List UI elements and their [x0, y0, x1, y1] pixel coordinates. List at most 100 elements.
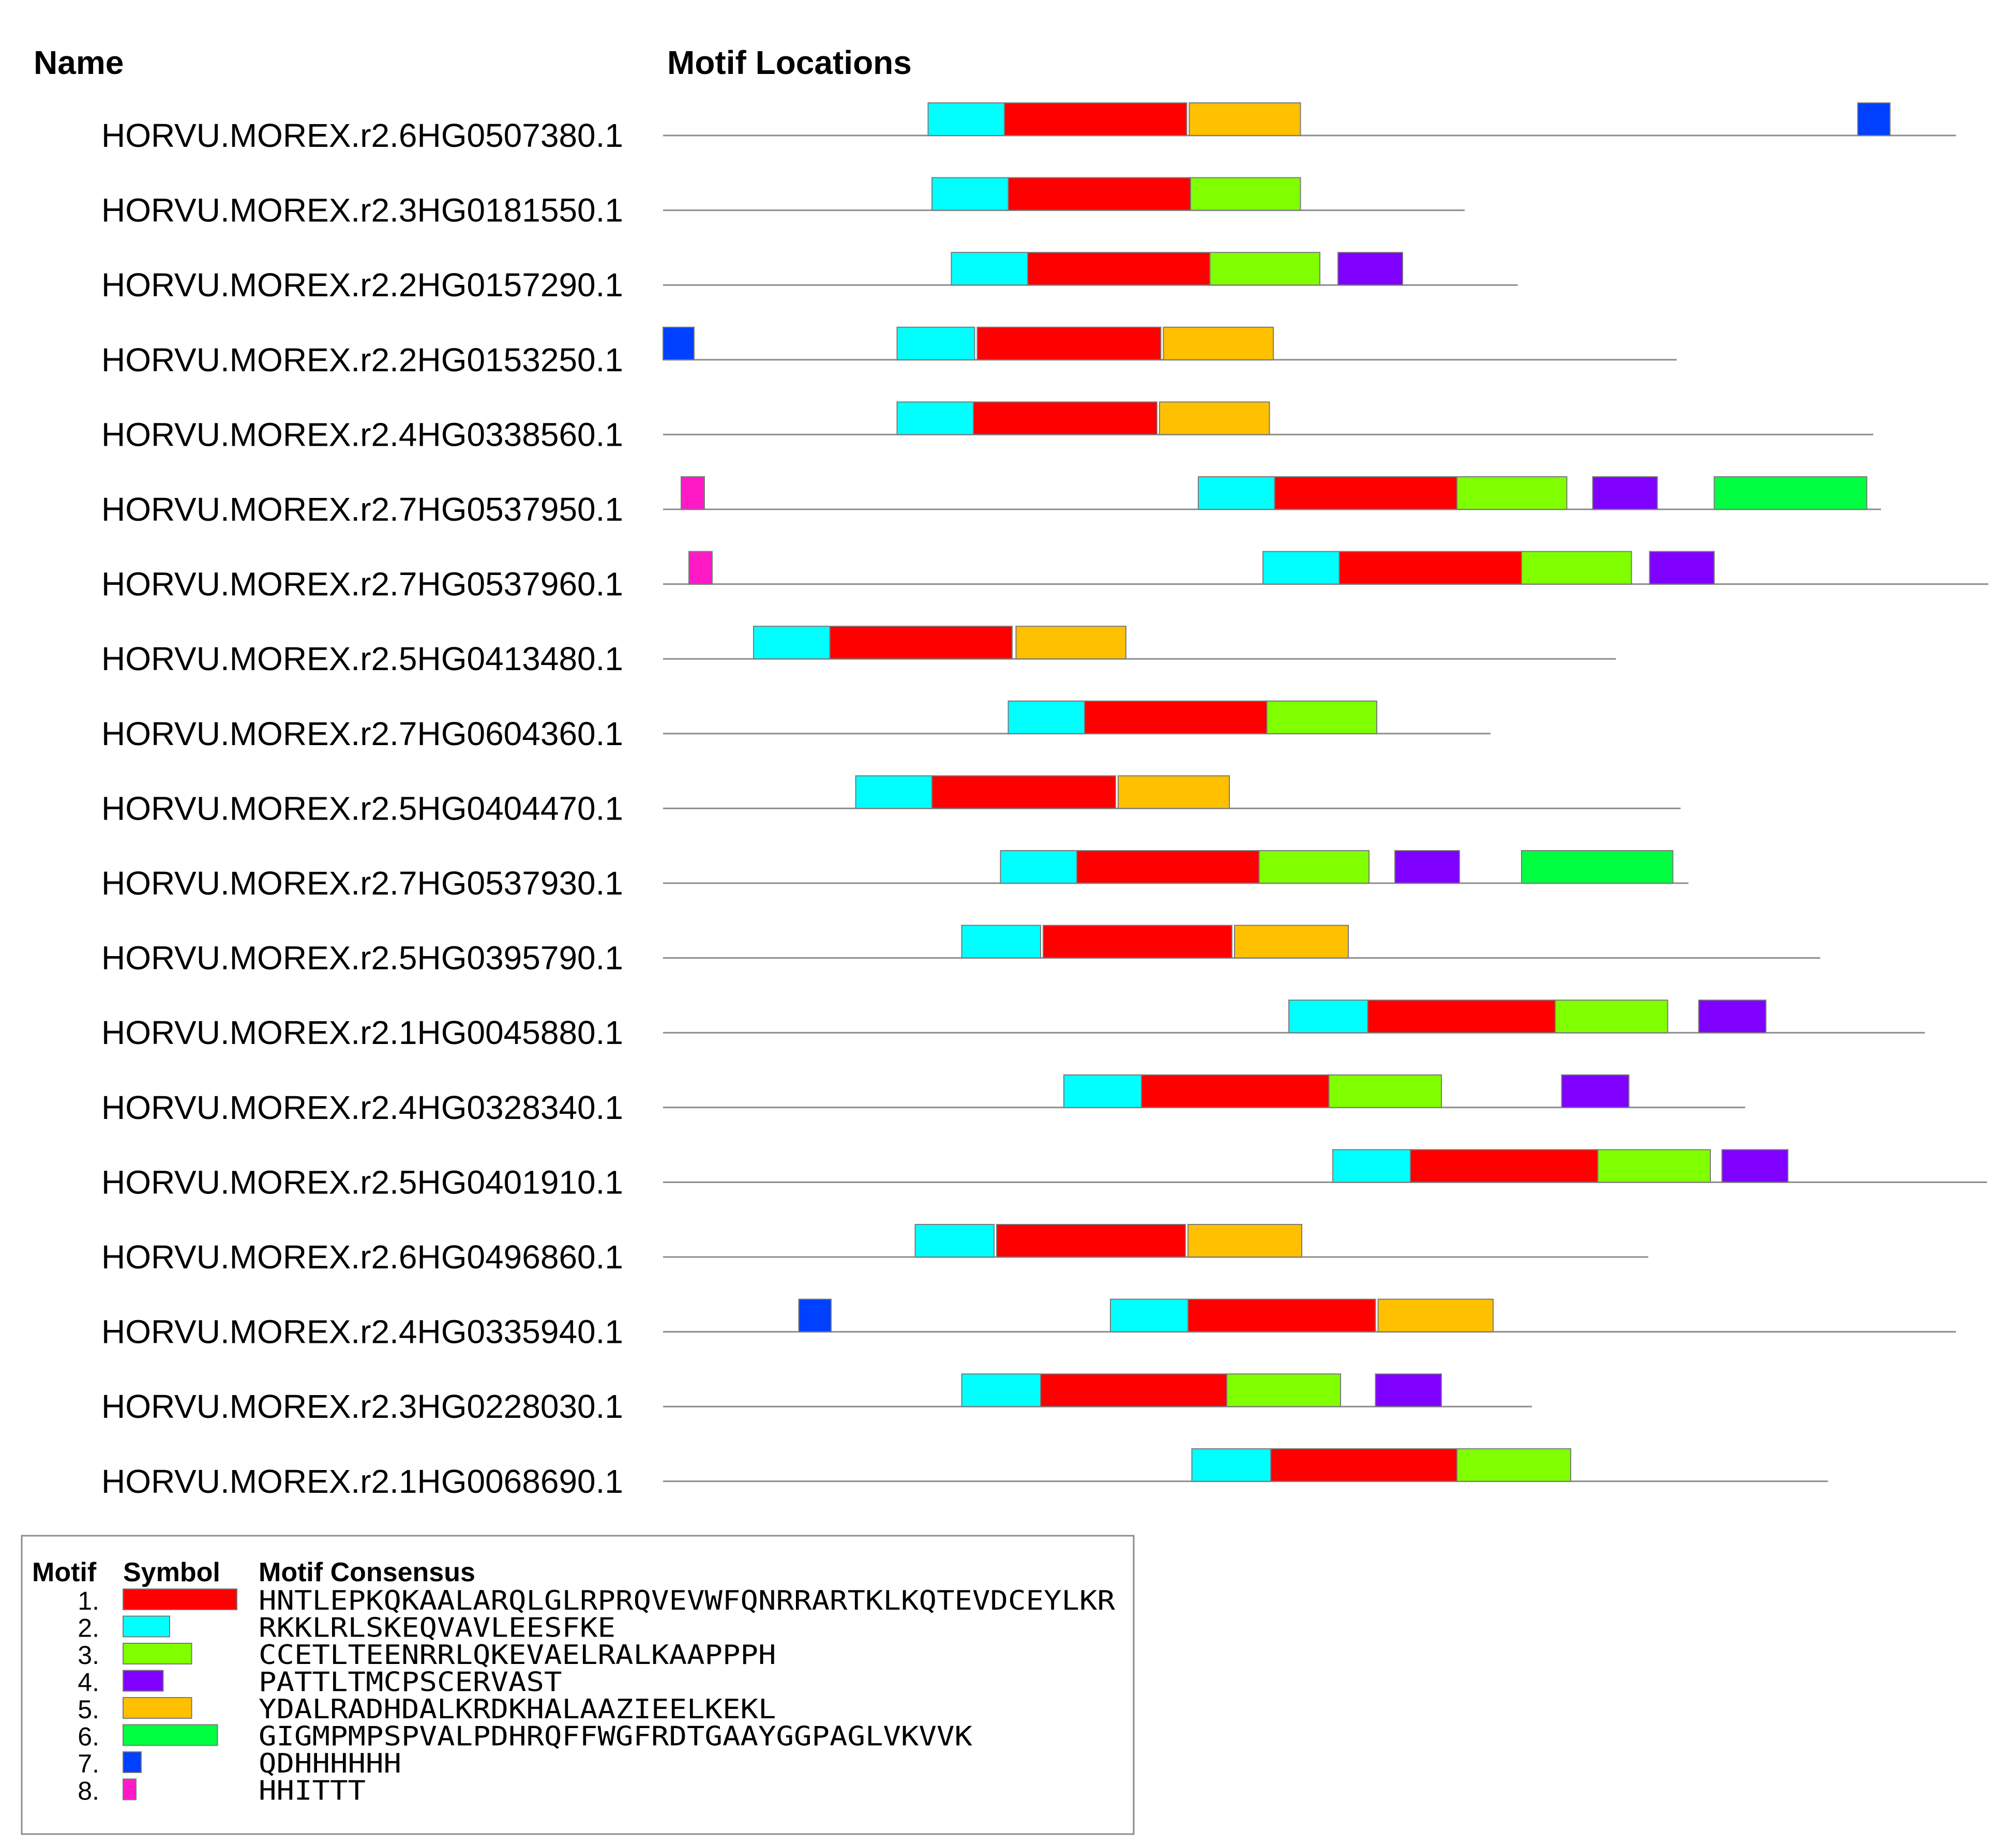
- sequence-name: HORVU.MOREX.r2.5HG0401910.1: [101, 1163, 623, 1201]
- motif-2-box: [951, 252, 1028, 286]
- legend-row: 3. CCETLTEENRRLQKEVAELRALKAAPPPH: [78, 1640, 776, 1671]
- motif-1-box: [1141, 1074, 1330, 1108]
- legend-row: 6. GIGMPMPSPVALPDHRQFFWGFRDTGAAYGGPAGLVKV…: [78, 1721, 972, 1752]
- motif-5-box: [1377, 1298, 1494, 1333]
- motif-1-box: [1270, 1448, 1457, 1482]
- motif-1-box: [1338, 551, 1522, 585]
- legend-symbol-motif-7: [123, 1751, 142, 1773]
- sequence-track: HORVU.MOREX.r2.6HG0507380.1: [101, 102, 1956, 154]
- legend-symbol-motif-8: [123, 1778, 137, 1800]
- sequence-name: HORVU.MOREX.r2.3HG0181550.1: [101, 192, 623, 229]
- legend-motif-header: Motif: [32, 1557, 97, 1587]
- motif-2-box: [1288, 1000, 1368, 1034]
- sequence-track: HORVU.MOREX.r2.5HG0401910.1: [101, 1149, 1987, 1201]
- motif-5-box: [1159, 401, 1270, 435]
- sequence-name: HORVU.MOREX.r2.6HG0496860.1: [101, 1238, 623, 1276]
- motif-7-box: [798, 1298, 832, 1333]
- motif-4-box: [1337, 252, 1403, 286]
- motif-3-box: [1328, 1074, 1442, 1108]
- motif-3-box: [1209, 252, 1320, 286]
- motif-2-box: [1332, 1149, 1411, 1183]
- motif-2-box: [1110, 1298, 1188, 1333]
- motif-4-box: [1592, 476, 1658, 510]
- motif-1-box: [1187, 1298, 1376, 1333]
- sequence-name: HORVU.MOREX.r2.5HG0395790.1: [101, 940, 623, 977]
- legend-motif-number: 3.: [78, 1641, 99, 1670]
- sequence-track: HORVU.MOREX.r2.7HG0537950.1: [101, 476, 1881, 528]
- sequence-name: HORVU.MOREX.r2.2HG0157290.1: [101, 266, 623, 304]
- motif-2-box: [1063, 1074, 1142, 1108]
- legend-row: 1. HNTLEPKQKAALARQLGLRPRQVEVWFQNRRARTKLKQ…: [78, 1585, 1115, 1616]
- legend-row: 2. RKKLRLSKEQVAVLEESFKE: [78, 1613, 615, 1644]
- motif-2-box: [1198, 476, 1275, 510]
- sequence-name: HORVU.MOREX.r2.7HG0604360.1: [101, 715, 623, 752]
- motif-8-box: [681, 476, 705, 510]
- legend-symbol-motif-5: [123, 1697, 192, 1719]
- motif-3-box: [1266, 700, 1377, 734]
- sequence-name: HORVU.MOREX.r2.4HG0335940.1: [101, 1313, 623, 1351]
- motif-3-box: [1190, 177, 1301, 211]
- sequence-name: HORVU.MOREX.r2.6HG0507380.1: [101, 117, 623, 154]
- sequence-track: HORVU.MOREX.r2.4HG0328340.1: [101, 1074, 1746, 1126]
- motif-3-box: [1456, 1448, 1571, 1482]
- legend-row: 4. PATTLTMCPSCERVAST: [78, 1667, 562, 1698]
- motif-5-box: [1234, 925, 1349, 959]
- motif-2-box: [896, 401, 974, 435]
- legend-consensus-header: Motif Consensus: [259, 1557, 475, 1587]
- legend-symbol-motif-2: [123, 1615, 170, 1638]
- motif-1-box: [1410, 1149, 1599, 1183]
- motif-2-box: [1000, 850, 1077, 884]
- motif-5-box: [1187, 1224, 1302, 1258]
- sequence-name: HORVU.MOREX.r2.4HG0338560.1: [101, 416, 623, 453]
- motif-5-box: [1015, 626, 1126, 660]
- sequence-track: HORVU.MOREX.r2.7HG0604360.1: [101, 700, 1491, 752]
- legend-symbol-motif-1: [123, 1588, 237, 1610]
- legend-row: 5. YDALRADHDALKRDKHALAAZIEELKEKL: [78, 1694, 776, 1725]
- sequence-track: HORVU.MOREX.r2.2HG0157290.1: [101, 252, 1518, 304]
- motif-1-box: [829, 626, 1013, 660]
- motif-4-box: [1649, 551, 1715, 585]
- motif-1-box: [996, 1224, 1186, 1258]
- motif-2-box: [961, 1373, 1041, 1407]
- legend-motif-number: 6.: [78, 1722, 99, 1751]
- motif-7-box: [1857, 102, 1891, 136]
- sequence-name: HORVU.MOREX.r2.7HG0537930.1: [101, 865, 623, 902]
- motif-4-box: [1561, 1074, 1630, 1108]
- motif-5-box: [1188, 102, 1301, 136]
- legend-motif-number: 8.: [78, 1777, 99, 1806]
- legend-row: 7. QDHHHHHH: [78, 1748, 401, 1779]
- legend-row: 8. HHITTT: [78, 1776, 366, 1807]
- motif-1-box: [931, 775, 1116, 809]
- sequence-track: HORVU.MOREX.r2.7HG0537960.1: [101, 551, 1989, 603]
- legend-frame: [21, 1535, 1135, 1835]
- sequence-name: HORVU.MOREX.r2.7HG0537950.1: [101, 491, 623, 528]
- motif-1-box: [1004, 102, 1187, 136]
- motif-2-box: [914, 1224, 995, 1258]
- motif-2-box: [927, 102, 1005, 136]
- sequence-name: HORVU.MOREX.r2.7HG0537960.1: [101, 566, 623, 603]
- motif-1-box: [1367, 1000, 1556, 1034]
- motif-2-box: [1262, 551, 1340, 585]
- motif-locations-header: Motif Locations: [667, 44, 912, 81]
- legend-motif-consensus: HHITTT: [259, 1776, 366, 1807]
- motif-1-box: [1274, 476, 1457, 510]
- sequence-name: HORVU.MOREX.r2.2HG0153250.1: [101, 341, 623, 379]
- motif-2-box: [1191, 1448, 1271, 1482]
- sequence-name: HORVU.MOREX.r2.3HG0228030.1: [101, 1388, 623, 1425]
- sequence-track: HORVU.MOREX.r2.4HG0338560.1: [101, 401, 1873, 453]
- motif-2-box: [931, 177, 1009, 211]
- sequence-name: HORVU.MOREX.r2.5HG0413480.1: [101, 640, 623, 677]
- legend-rows: 1. HNTLEPKQKAALARQLGLRPRQVEVWFQNRRARTKLKQ…: [78, 1585, 1115, 1807]
- sequence-track: HORVU.MOREX.r2.4HG0335940.1: [101, 1298, 1956, 1351]
- motif-2-box: [896, 326, 975, 360]
- motif-1-box: [973, 401, 1157, 435]
- motif-4-box: [1394, 850, 1460, 884]
- motif-2-box: [753, 626, 831, 660]
- legend-motif-consensus: YDALRADHDALKRDKHALAAZIEELKEKL: [259, 1694, 776, 1725]
- sequence-track: HORVU.MOREX.r2.2HG0153250.1: [101, 326, 1677, 379]
- sequence-track: HORVU.MOREX.r2.6HG0496860.1: [101, 1224, 1648, 1276]
- motif-1-box: [1040, 1373, 1227, 1407]
- name-column-header: Name: [34, 44, 124, 81]
- legend-motif-number: 4.: [78, 1668, 99, 1697]
